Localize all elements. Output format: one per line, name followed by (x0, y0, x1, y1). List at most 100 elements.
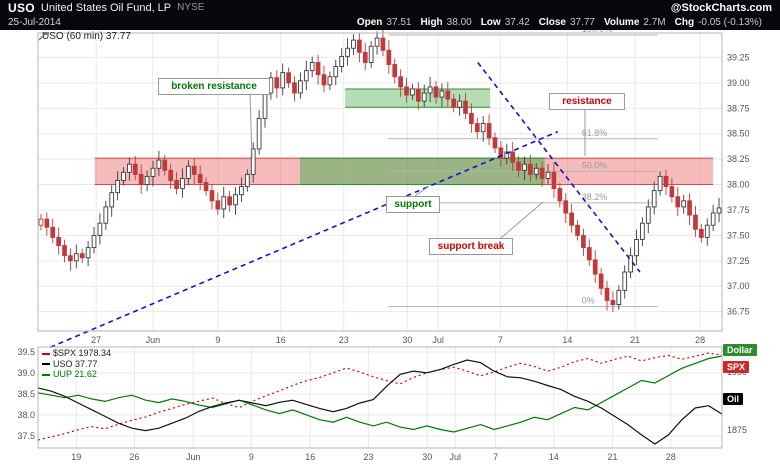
candle (262, 92, 268, 119)
candle (256, 117, 262, 150)
y-axis-label: 37.50 (727, 230, 750, 240)
main-chart-title: USO (60 min) 37.77 (38, 31, 131, 42)
candle (168, 169, 174, 181)
legend-item-uso: USO 37.77 (42, 359, 111, 370)
candle (315, 62, 321, 76)
candle (109, 192, 115, 208)
candle (203, 182, 209, 192)
y-axis-label: 39.25 (727, 52, 750, 62)
candle (197, 173, 203, 183)
candle (551, 171, 557, 190)
candle (68, 255, 73, 262)
candlesticks (38, 29, 722, 313)
candle (586, 247, 592, 261)
candle (339, 55, 345, 68)
candle (144, 175, 150, 185)
panel-x-axis-label: 14 (549, 452, 559, 462)
candle (239, 186, 244, 196)
x-axis-label: 14 (562, 335, 572, 345)
candle (362, 51, 368, 63)
panel-x-axis-label: Jun (186, 452, 201, 462)
panel-x-axis-label: 9 (249, 452, 254, 462)
candle (563, 200, 569, 214)
candle (303, 70, 309, 82)
quote-value: 38.00 (446, 17, 472, 28)
candle (433, 86, 439, 98)
candle (581, 234, 586, 249)
candle (368, 45, 374, 63)
candle (115, 180, 120, 194)
panel-x-axis-label: 30 (422, 452, 432, 462)
x-axis-label: Jul (432, 335, 444, 345)
fib-label: 61.8% (582, 128, 608, 138)
legend-marker-uso (42, 363, 50, 366)
falling-resistance (477, 62, 641, 273)
candle (439, 90, 445, 98)
candle (50, 226, 56, 238)
candle (415, 88, 421, 102)
candle (209, 190, 215, 202)
candle (640, 222, 645, 240)
panel-x-axis-label: 21 (608, 452, 618, 462)
candle (85, 247, 91, 259)
candle (516, 161, 521, 171)
candle (79, 253, 85, 259)
candle (357, 39, 362, 53)
panel-series-uso (37, 359, 723, 445)
x-axis-label: 9 (215, 335, 220, 345)
quote-label: Volume (604, 17, 640, 28)
quote-label: Open (356, 17, 383, 28)
candle (604, 287, 610, 301)
annotation-pointer (249, 93, 253, 159)
fib-label: 50.0% (582, 160, 608, 170)
candle (191, 165, 197, 175)
quote-value: 2.7M (643, 17, 666, 28)
candle (616, 289, 622, 306)
candle (492, 137, 498, 149)
candle (681, 200, 687, 208)
annotation-pointer (500, 201, 544, 239)
candle (333, 66, 339, 78)
candle (38, 218, 44, 226)
quote-bar: Open 37.51 High 38.00 Low 37.42 Close 37… (348, 17, 772, 28)
y-axis-label: 38.25 (727, 154, 750, 164)
candle (73, 253, 79, 262)
candle (569, 212, 574, 226)
workbench-icon (38, 32, 47, 41)
candle (716, 207, 722, 214)
candle (121, 171, 126, 181)
candle (557, 188, 563, 202)
x-axis-label: Jun (146, 335, 161, 345)
annotation-support-break: support break (429, 238, 513, 255)
quote-label: Close (538, 17, 566, 28)
panel-y-axis-label-left: 38.0 (17, 410, 35, 420)
candle (634, 239, 639, 257)
candle (445, 90, 451, 100)
candle (127, 163, 132, 173)
candle (474, 123, 480, 133)
candle (410, 88, 415, 96)
candle (663, 175, 669, 188)
candle (657, 175, 663, 192)
candle (710, 212, 716, 226)
x-axis-label: 28 (695, 335, 705, 345)
fib-label: 0% (582, 296, 595, 306)
candle (44, 218, 50, 228)
candle (280, 72, 286, 89)
quote-label: High (420, 17, 443, 28)
candle (480, 123, 486, 133)
panel-series-uup (37, 355, 723, 433)
candle (351, 39, 356, 49)
x-axis-label: 30 (402, 335, 412, 345)
candle (545, 171, 551, 179)
panel-y-axis-label-left: 39.5 (17, 347, 35, 357)
fib-label: 38.2% (582, 192, 608, 202)
candle (598, 273, 604, 289)
candle (469, 112, 474, 124)
candle (162, 159, 168, 171)
candle (522, 163, 527, 171)
y-axis-label: 36.75 (727, 307, 750, 317)
candle (528, 163, 533, 175)
callout-oil: Oil (723, 393, 744, 405)
